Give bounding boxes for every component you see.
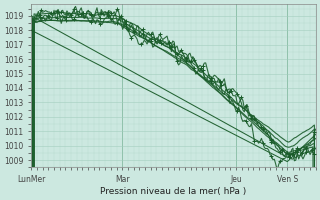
X-axis label: Pression niveau de la mer( hPa ): Pression niveau de la mer( hPa )	[100, 187, 247, 196]
